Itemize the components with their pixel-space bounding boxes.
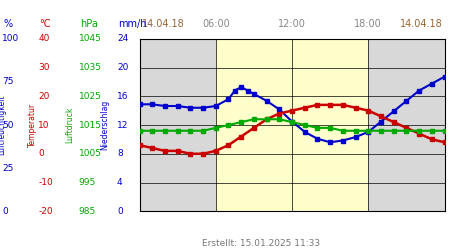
- Text: 50: 50: [2, 120, 14, 130]
- Text: 40: 40: [38, 34, 50, 43]
- Text: 10: 10: [38, 120, 50, 130]
- Text: 1035: 1035: [79, 63, 102, 72]
- Text: 1015: 1015: [79, 120, 102, 130]
- Text: -10: -10: [38, 178, 53, 187]
- Text: 985: 985: [79, 207, 96, 216]
- Text: 4: 4: [117, 178, 122, 187]
- Text: 12: 12: [117, 120, 128, 130]
- Text: 8: 8: [117, 149, 123, 158]
- Text: 16: 16: [117, 92, 129, 101]
- Text: 0: 0: [117, 207, 123, 216]
- Text: 18:00: 18:00: [355, 19, 382, 29]
- Text: 0: 0: [38, 149, 44, 158]
- Text: °C: °C: [40, 19, 51, 29]
- Text: 1045: 1045: [79, 34, 102, 43]
- Text: 1025: 1025: [79, 92, 102, 101]
- Text: 995: 995: [79, 178, 96, 187]
- Text: 30: 30: [38, 63, 50, 72]
- Text: 12:00: 12:00: [278, 19, 306, 29]
- Text: Erstellt: 15.01.2025 11:33: Erstellt: 15.01.2025 11:33: [202, 238, 320, 248]
- Text: 20: 20: [117, 63, 128, 72]
- Text: 1005: 1005: [79, 149, 102, 158]
- Text: 20: 20: [38, 92, 50, 101]
- Text: hPa: hPa: [80, 19, 98, 29]
- Text: 14.04.18: 14.04.18: [142, 19, 184, 29]
- Text: Luftdruck: Luftdruck: [65, 107, 74, 143]
- Text: Niederschlag: Niederschlag: [100, 100, 109, 150]
- Text: 14.04.18: 14.04.18: [400, 19, 442, 29]
- Text: 100: 100: [2, 34, 19, 43]
- Text: 0: 0: [2, 207, 8, 216]
- Text: %: %: [4, 19, 13, 29]
- Text: mm/h: mm/h: [118, 19, 147, 29]
- Text: Luftfeuchtigkeit: Luftfeuchtigkeit: [0, 95, 7, 155]
- Text: 75: 75: [2, 78, 14, 86]
- Text: -20: -20: [38, 207, 53, 216]
- Bar: [216, 39, 369, 211]
- Text: 24: 24: [117, 34, 128, 43]
- Text: 25: 25: [2, 164, 13, 172]
- Text: Temperatur: Temperatur: [28, 103, 37, 147]
- Text: 06:00: 06:00: [202, 19, 230, 29]
